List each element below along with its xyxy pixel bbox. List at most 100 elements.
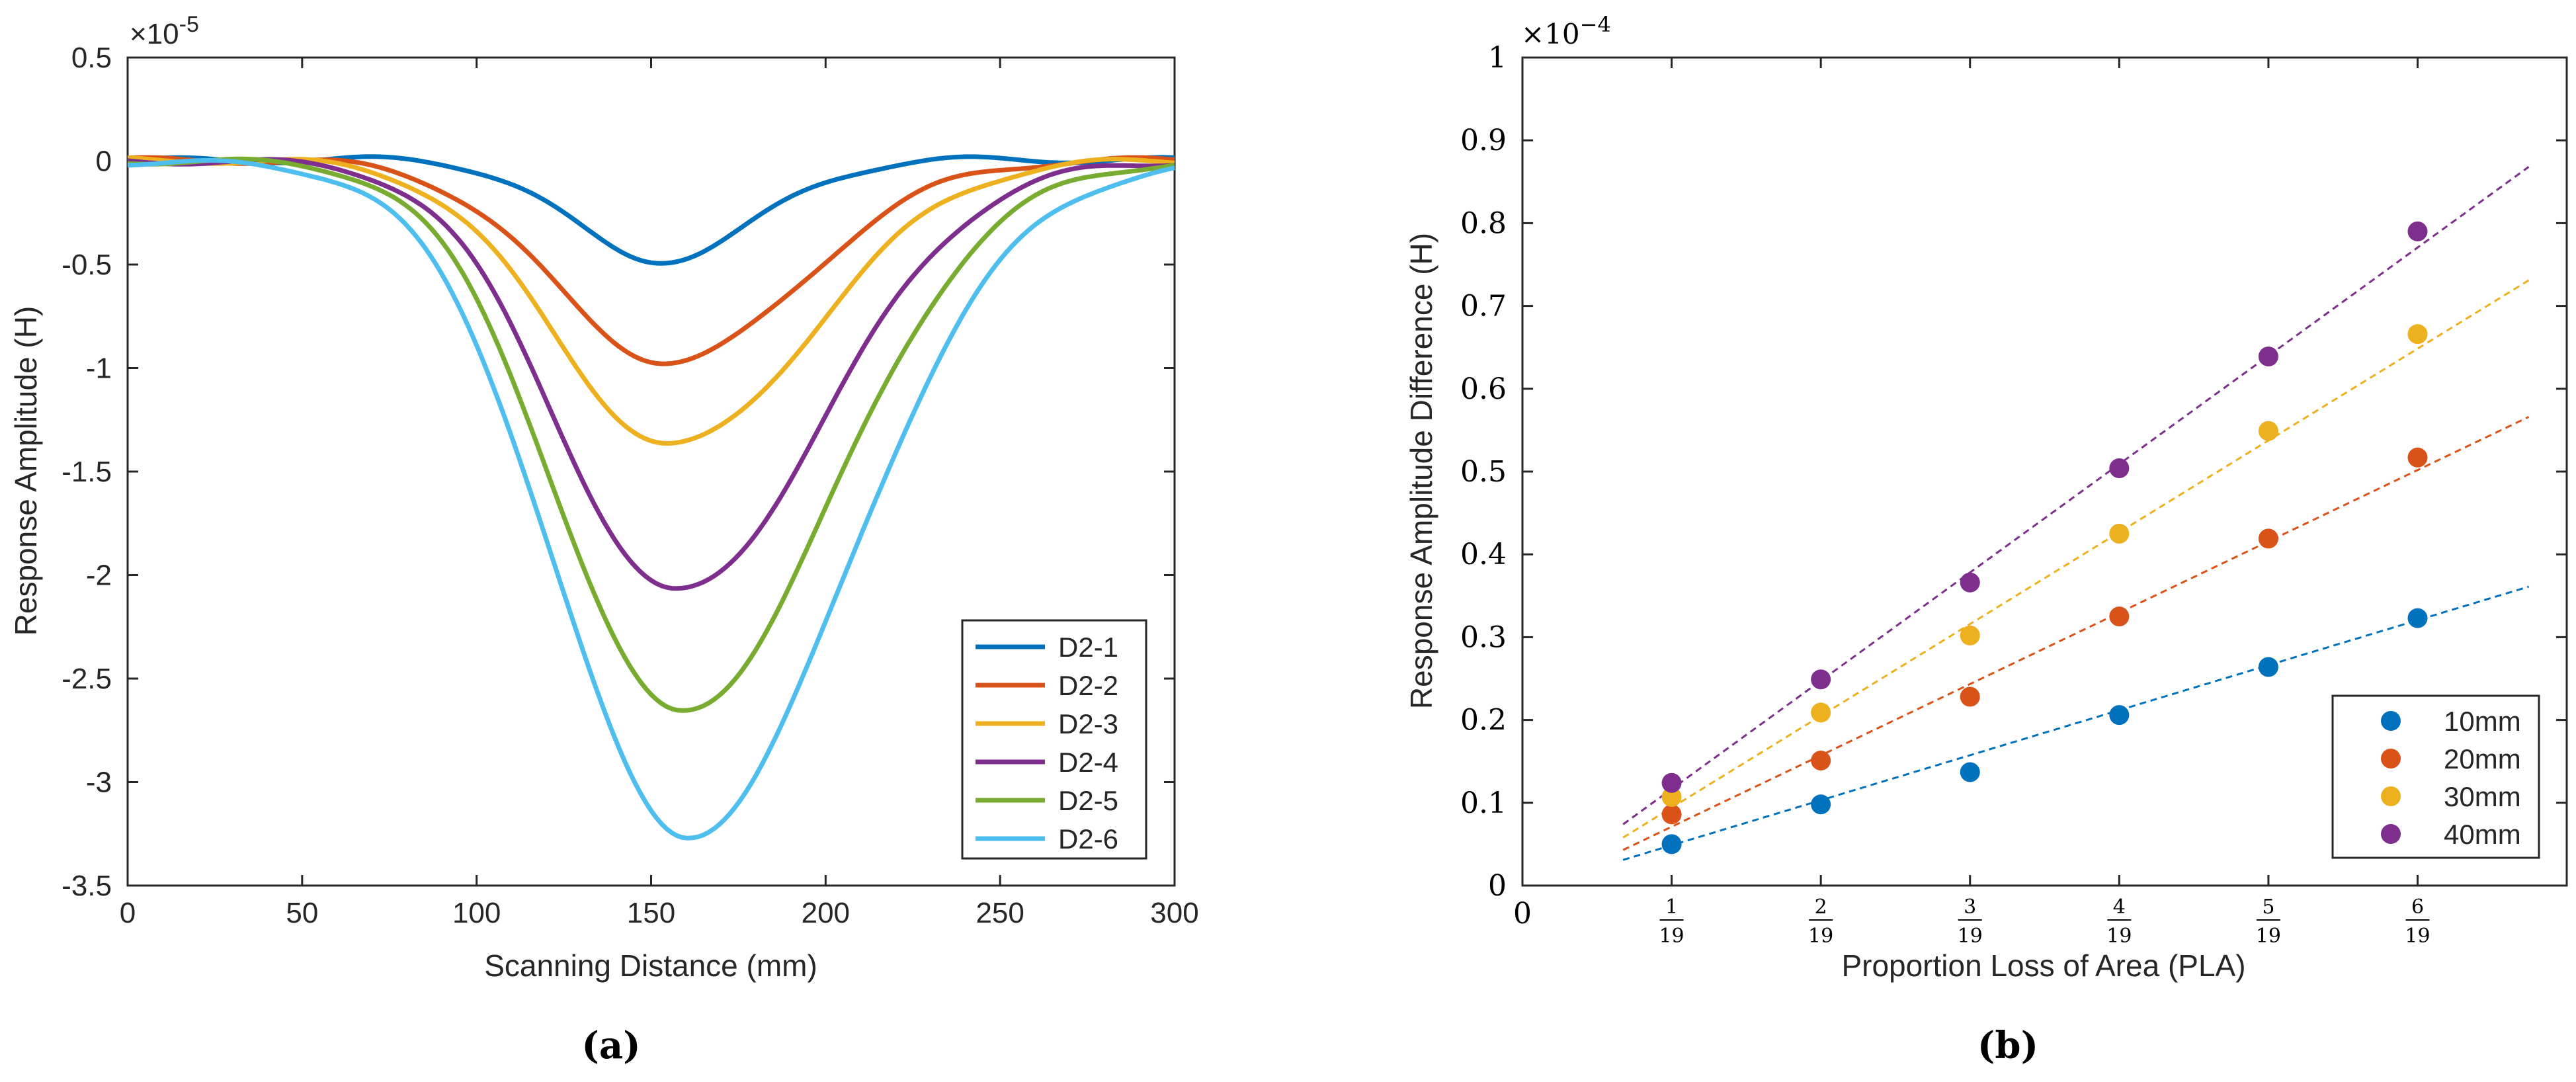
series-line-d2-4 bbox=[127, 157, 1175, 591]
scatter-point-40mm bbox=[1960, 572, 1980, 593]
y-tick-label-a: -0.5 bbox=[62, 249, 112, 281]
y-tick-label-a: -1.5 bbox=[62, 456, 112, 488]
fit-line-10mm bbox=[1622, 585, 2529, 861]
x-tick-denominator-b: 19 bbox=[1958, 925, 1983, 948]
x-tick-label-a: 300 bbox=[1150, 897, 1198, 929]
series-group-a bbox=[127, 154, 1175, 841]
scatter-point-30mm bbox=[2109, 523, 2130, 544]
y-tick-label-a: -2 bbox=[86, 560, 112, 592]
x-tick-denominator-b: 19 bbox=[2256, 925, 2281, 948]
x-tick-numerator-b: 3 bbox=[1964, 895, 1976, 919]
scatter-point-20mm bbox=[2258, 528, 2278, 549]
x-tick-label-a: 250 bbox=[976, 897, 1024, 929]
y-axis-title-b: Response Amplitude Difference (H) bbox=[1404, 233, 1438, 709]
scatter-point-10mm bbox=[1661, 834, 1682, 854]
legend-label-a: D2-1 bbox=[1058, 632, 1118, 663]
fit-line-30mm bbox=[1622, 279, 2530, 839]
scatter-point-30mm bbox=[2407, 324, 2428, 345]
x-tick-denominator-b: 19 bbox=[1659, 925, 1684, 948]
legend-b: 10mm 20mm 30mm 40mm bbox=[2331, 694, 2540, 859]
scatter-point-30mm bbox=[2258, 421, 2278, 441]
scatter-point-10mm bbox=[2258, 657, 2278, 677]
panel-label-b: (b) bbox=[1977, 1024, 2038, 1067]
x-tick-denominator-b: 19 bbox=[2106, 925, 2132, 948]
legend-a: D2-1 D2-2 D2-3 D2-4 D2-5 D2-6 bbox=[961, 619, 1147, 860]
y-tick-label-b: 0.4 bbox=[1460, 538, 1507, 571]
legend-label-b: 30mm bbox=[2444, 781, 2521, 812]
y-tick-label-a: 0.5 bbox=[71, 42, 112, 74]
x-tick-label-a: 50 bbox=[286, 897, 318, 929]
x-tick-numerator-b: 6 bbox=[2411, 895, 2424, 919]
panel-label-a: (a) bbox=[581, 1024, 640, 1067]
legend-label-a: D2-4 bbox=[1058, 747, 1118, 778]
y-tick-label-b: 0.8 bbox=[1460, 206, 1507, 240]
chart-panel-a: 0 50 100 150 200 250 300 0.5 0 -0.5 -1 -1.5 -2 -2.5 -3… bbox=[9, 12, 1199, 1067]
legend-box-b bbox=[2331, 694, 2540, 859]
y-tick-label-b: 0.9 bbox=[1460, 124, 1507, 157]
chart-panel-b: 1 19 2 19 3 19 4 19 5 19 6 19 0 0.1 0.2 0.3 0.4 0.5 0.6 0.7… bbox=[1404, 12, 2568, 1067]
legend-marker-b bbox=[2381, 711, 2401, 731]
y-exponent-b: ×10−4 bbox=[1521, 12, 1611, 50]
scatter-point-20mm bbox=[2109, 606, 2130, 627]
scatter-point-20mm bbox=[2407, 447, 2428, 468]
scatter-point-10mm bbox=[2407, 608, 2428, 628]
y-exponent-a: ×10-5 bbox=[130, 12, 199, 50]
scatter-point-30mm bbox=[1960, 625, 1980, 645]
y-exponent-power-a: -5 bbox=[179, 12, 199, 37]
fit-lines-b bbox=[1622, 166, 2530, 861]
series-line-d2-5 bbox=[127, 156, 1175, 713]
scatter-point-20mm bbox=[1661, 804, 1682, 825]
legend-label-a: D2-2 bbox=[1058, 670, 1118, 701]
x-tick-numerator-b: 1 bbox=[1665, 895, 1678, 919]
legend-label-b: 40mm bbox=[2444, 819, 2521, 850]
x-tick-denominator-b: 19 bbox=[2405, 925, 2430, 948]
x-tick-denominator-b: 19 bbox=[1808, 925, 1833, 948]
legend-label-b: 10mm bbox=[2444, 706, 2521, 737]
series-line-d2-3 bbox=[127, 155, 1175, 446]
legend-label-b: 20mm bbox=[2444, 743, 2521, 774]
legend-label-a: D2-6 bbox=[1058, 823, 1118, 854]
scatter-point-10mm bbox=[1811, 794, 1831, 815]
scatter-point-20mm bbox=[1811, 750, 1831, 770]
y-tick-label-b: 0.2 bbox=[1460, 704, 1507, 737]
x-tick-label-a: 150 bbox=[627, 897, 675, 929]
y-tick-label-a: -3.5 bbox=[62, 870, 112, 902]
x-tick-label-a: 0 bbox=[120, 897, 136, 929]
x-tick-numerator-b: 2 bbox=[1815, 895, 1827, 919]
scatter-point-10mm bbox=[2109, 705, 2130, 726]
y-tick-label-b: 0.5 bbox=[1460, 455, 1507, 489]
legend-label-a: D2-3 bbox=[1058, 708, 1118, 739]
x-tick-label-a: 200 bbox=[802, 897, 850, 929]
y-tick-label-b: 1 bbox=[1488, 41, 1507, 75]
scatter-point-10mm bbox=[1960, 762, 1980, 782]
y-exponent-power-b: −4 bbox=[1580, 12, 1611, 37]
fit-line-20mm bbox=[1622, 416, 2530, 851]
y-tick-label-a: -1 bbox=[86, 353, 112, 385]
ticks-b: 1 19 2 19 3 19 4 19 5 19 6 19 0 0.1 0.2 0.3 0.4 0.5 0.6 0.7… bbox=[1460, 41, 2567, 948]
y-tick-label-a: 0 bbox=[96, 146, 112, 178]
legend-marker-b bbox=[2381, 749, 2401, 769]
legend-box-a bbox=[961, 619, 1147, 860]
x-tick-label-a: 100 bbox=[452, 897, 501, 929]
y-tick-label-b: 0.7 bbox=[1460, 290, 1507, 323]
y-tick-label-b: 0.3 bbox=[1460, 620, 1507, 654]
y-tick-label-a: -2.5 bbox=[62, 663, 112, 695]
scatter-points-b bbox=[1661, 221, 2428, 854]
scatter-point-40mm bbox=[1811, 669, 1831, 690]
y-tick-label-a: -3 bbox=[86, 767, 112, 799]
scatter-point-30mm bbox=[1811, 702, 1831, 723]
series-line-d2-6 bbox=[127, 158, 1175, 841]
x-axis-origin-label-b: 0 bbox=[1513, 897, 1532, 931]
scatter-point-20mm bbox=[1960, 687, 1980, 707]
y-tick-label-b: 0 bbox=[1488, 869, 1507, 903]
y-tick-label-b: 0.6 bbox=[1460, 372, 1507, 406]
scatter-point-40mm bbox=[2407, 221, 2428, 241]
x-tick-numerator-b: 4 bbox=[2113, 895, 2126, 919]
scatter-point-40mm bbox=[1661, 772, 1682, 793]
scatter-point-40mm bbox=[2109, 458, 2130, 478]
x-axis-title-b: Proportion Loss of Area (PLA) bbox=[1841, 948, 2245, 983]
ticks-a: 0 50 100 150 200 250 300 0.5 0 -0.5 -1 -1.5 -2 -2.5 -3… bbox=[62, 42, 1199, 929]
scatter-point-30mm bbox=[1661, 787, 1682, 808]
x-tick-numerator-b: 5 bbox=[2262, 895, 2274, 919]
